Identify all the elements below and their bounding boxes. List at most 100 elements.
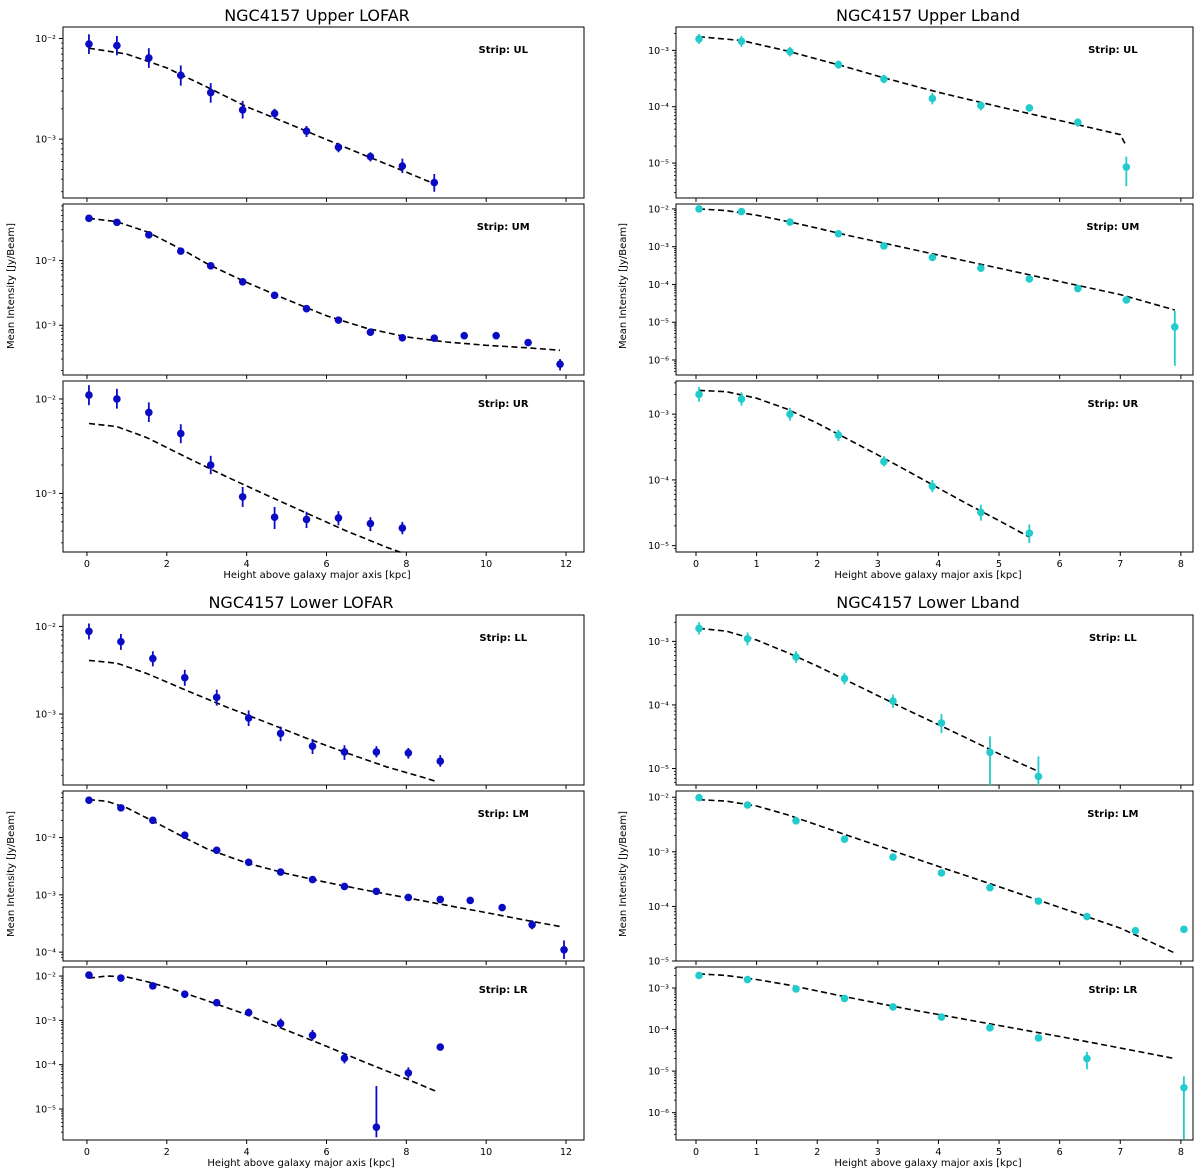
x-tick-label: 12 bbox=[560, 559, 572, 570]
data-point bbox=[695, 793, 703, 802]
x-tick-label: 6 bbox=[323, 1147, 329, 1158]
strip-label: Strip: UR bbox=[478, 399, 529, 410]
data-point bbox=[840, 835, 849, 844]
y-tick-label: 10⁻³ bbox=[648, 637, 669, 648]
data-point bbox=[366, 519, 375, 528]
x-tick-label: 4 bbox=[935, 1147, 941, 1158]
data-point bbox=[840, 994, 849, 1003]
y-tick-label: 10⁻⁴ bbox=[648, 1025, 669, 1036]
data-point bbox=[117, 974, 125, 982]
data-point bbox=[1074, 284, 1082, 293]
y-tick-label: 10⁻³ bbox=[35, 135, 56, 146]
data-point bbox=[1083, 1054, 1091, 1063]
data-point bbox=[1122, 296, 1131, 304]
panel-3: 0 2 4 6 8 10 12 10⁻² 10⁻³ Strip: UR bbox=[35, 380, 585, 570]
model-fit-line bbox=[88, 47, 435, 185]
panel-1: 10⁻³ 10⁻⁴ 10⁻⁵ Strip: LL bbox=[648, 614, 1194, 789]
y-tick-label: 10⁻² bbox=[648, 793, 669, 804]
data-point bbox=[834, 431, 843, 439]
data-point bbox=[176, 71, 185, 80]
strip-label: Strip: LM bbox=[478, 809, 529, 820]
x-tick-label: 2 bbox=[814, 1147, 820, 1158]
y-axis-label: Mean Intensity [Jy/Beam] bbox=[618, 223, 629, 349]
axes-frame bbox=[62, 203, 585, 376]
y-tick-label: 10⁻⁵ bbox=[35, 1105, 56, 1116]
data-point bbox=[180, 990, 189, 998]
data-point bbox=[340, 1054, 349, 1063]
data-point bbox=[404, 749, 413, 757]
data-point bbox=[1025, 275, 1034, 283]
panel-3: 0 1 2 3 4 5 6 7 8 10⁻³ 10⁻⁴ 10⁻⁵ 10⁻⁶ Strip: LR bbox=[648, 966, 1194, 1158]
model-fit-line bbox=[88, 422, 403, 554]
x-tick-label: 10 bbox=[480, 559, 492, 570]
y-tick-label: 10⁻⁵ bbox=[648, 159, 669, 170]
y-tick-label: 10⁻³ bbox=[648, 983, 669, 994]
data-point bbox=[149, 654, 157, 663]
data-point bbox=[937, 719, 946, 727]
x-tick-label: 4 bbox=[935, 559, 941, 570]
data-point bbox=[792, 985, 800, 993]
data-point bbox=[737, 37, 746, 46]
data-point bbox=[302, 127, 311, 135]
model-fit-line bbox=[88, 798, 561, 928]
panel-2: 10⁻² 10⁻³ 10⁻⁴ 10⁻⁵ 10⁻⁶ Strip: UM bbox=[648, 203, 1194, 379]
x-tick-label: 3 bbox=[875, 1147, 881, 1158]
data-point bbox=[928, 253, 937, 262]
data-point bbox=[695, 35, 703, 43]
data-point bbox=[340, 882, 349, 891]
data-point bbox=[430, 334, 439, 343]
data-point bbox=[85, 796, 93, 804]
x-tick-label: 5 bbox=[996, 1147, 1002, 1158]
data-point bbox=[276, 868, 285, 876]
axes-frame bbox=[675, 614, 1194, 786]
chart-upper-lofar: NGC4157 Upper LOFAR Mean Intensity [Jy/B… bbox=[6, 6, 411, 581]
strip-label: Strip: LR bbox=[1088, 985, 1137, 996]
data-point bbox=[1083, 912, 1091, 921]
y-tick-label: 10⁻³ bbox=[648, 410, 669, 421]
data-point bbox=[560, 945, 568, 954]
x-tick-label: 12 bbox=[560, 1147, 572, 1158]
data-point bbox=[1034, 1034, 1043, 1042]
y-tick-label: 10⁻² bbox=[648, 204, 669, 215]
chart-title: NGC4157 Lower LOFAR bbox=[208, 593, 393, 612]
data-point bbox=[308, 1031, 317, 1040]
data-point bbox=[372, 748, 381, 756]
model-fit-line bbox=[698, 208, 1176, 311]
data-point bbox=[334, 514, 343, 522]
y-tick-label: 10⁻³ bbox=[35, 890, 56, 901]
strip-label: Strip: UM bbox=[477, 222, 530, 233]
data-point bbox=[117, 637, 125, 646]
y-tick-label: 10⁻³ bbox=[648, 847, 669, 858]
data-point bbox=[366, 328, 375, 337]
y-tick-label: 10⁻⁴ bbox=[648, 102, 669, 113]
data-point bbox=[149, 982, 157, 990]
data-point bbox=[244, 1008, 253, 1017]
data-point bbox=[528, 920, 536, 929]
data-point bbox=[786, 218, 794, 226]
data-point bbox=[786, 410, 794, 418]
data-point bbox=[786, 47, 794, 56]
x-tick-label: 0 bbox=[693, 559, 699, 570]
data-point bbox=[743, 975, 752, 984]
data-point bbox=[398, 333, 407, 342]
data-point bbox=[372, 887, 381, 896]
y-tick-label: 10⁻⁵ bbox=[648, 541, 669, 552]
x-tick-label: 0 bbox=[84, 559, 90, 570]
data-point bbox=[1180, 1083, 1188, 1092]
data-point bbox=[986, 1024, 994, 1032]
y-tick-label: 10⁻⁵ bbox=[648, 318, 669, 329]
y-axis-label: Mean Intensity [Jy/Beam] bbox=[6, 223, 17, 349]
y-tick-label: 10⁻³ bbox=[35, 1016, 56, 1027]
strip-label: Strip: UL bbox=[479, 45, 529, 56]
data-point bbox=[302, 515, 311, 524]
data-point bbox=[276, 729, 285, 738]
chart-0-plots: 10⁻² 10⁻³ Strip: UL 10⁻² 10⁻³ Strip: UM 0 2 4 6 8 1… bbox=[35, 26, 585, 570]
strip-label: Strip: UL bbox=[1088, 45, 1138, 56]
data-point bbox=[1025, 104, 1034, 112]
data-point bbox=[308, 742, 317, 750]
axes-frame bbox=[62, 614, 585, 786]
data-point bbox=[695, 390, 703, 399]
x-tick-label: 8 bbox=[403, 559, 409, 570]
data-point bbox=[977, 264, 985, 272]
